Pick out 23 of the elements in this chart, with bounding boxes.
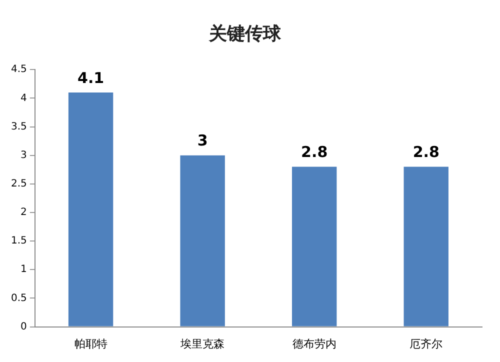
- bar: [404, 166, 448, 326]
- y-tick-label: 4: [20, 92, 27, 104]
- bar: [292, 166, 337, 326]
- x-tick-label: 厄齐尔: [410, 337, 443, 350]
- y-tick-label: 0.5: [10, 292, 27, 304]
- y-tick-label: 2.5: [10, 178, 27, 190]
- data-label: 3: [197, 132, 208, 150]
- y-tick-label: 4.5: [10, 64, 27, 76]
- bar: [180, 155, 225, 326]
- data-label: 2.8: [301, 143, 328, 162]
- y-tick-label: 1: [20, 264, 27, 276]
- y-tick-label: 0: [20, 321, 27, 332]
- bar: [68, 92, 114, 326]
- y-tick-label: 3.5: [10, 121, 27, 132]
- x-tick-label: 帕耶特: [74, 337, 108, 350]
- x-tick-label: 埃里克森: [180, 337, 225, 350]
- data-label: 4.1: [78, 68, 104, 87]
- x-tick-label: 德布劳内: [292, 337, 336, 350]
- y-tick-label: 1.5: [10, 236, 27, 247]
- y-tick-label: 2: [20, 207, 27, 218]
- y-tick-label: 3: [20, 150, 27, 161]
- data-label: 2.8: [412, 143, 440, 162]
- chart-title: 关键传球: [208, 23, 282, 44]
